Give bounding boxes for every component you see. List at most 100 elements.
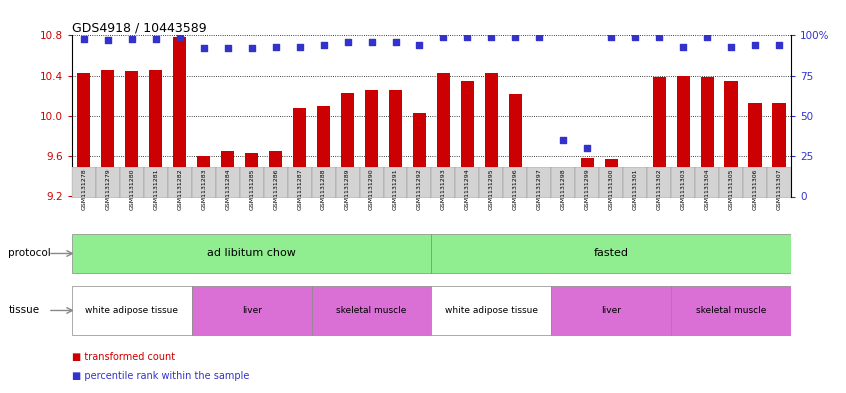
Bar [557, 191, 570, 196]
Bar [629, 176, 642, 196]
Text: white adipose tissue: white adipose tissue [445, 306, 538, 315]
Point [772, 42, 786, 48]
FancyBboxPatch shape [575, 167, 599, 198]
FancyBboxPatch shape [695, 167, 719, 198]
FancyBboxPatch shape [311, 286, 431, 335]
FancyBboxPatch shape [480, 167, 503, 198]
Text: GSM1131286: GSM1131286 [273, 168, 278, 210]
FancyBboxPatch shape [168, 167, 192, 198]
FancyBboxPatch shape [743, 167, 767, 198]
Bar [125, 71, 139, 196]
Bar [341, 93, 354, 196]
Text: GSM1131288: GSM1131288 [321, 168, 326, 210]
Point [580, 145, 594, 151]
FancyBboxPatch shape [719, 167, 743, 198]
Text: GSM1131285: GSM1131285 [250, 168, 254, 210]
Point [269, 44, 283, 50]
Text: GSM1131302: GSM1131302 [656, 168, 662, 210]
Bar [461, 81, 474, 196]
Bar [772, 103, 786, 196]
Bar [269, 151, 283, 196]
Bar [508, 94, 522, 196]
Point [629, 34, 642, 40]
Text: GSM1131297: GSM1131297 [537, 168, 541, 210]
FancyBboxPatch shape [216, 167, 239, 198]
Text: GSM1131294: GSM1131294 [465, 168, 470, 210]
Text: GSM1131301: GSM1131301 [633, 168, 638, 210]
Text: protocol: protocol [8, 248, 52, 259]
Point [388, 39, 403, 45]
Point [749, 42, 762, 48]
Text: ■ transformed count: ■ transformed count [72, 352, 175, 362]
FancyBboxPatch shape [552, 167, 575, 198]
Bar [102, 70, 114, 196]
Text: GDS4918 / 10443589: GDS4918 / 10443589 [72, 21, 206, 34]
Text: GSM1131280: GSM1131280 [129, 168, 135, 210]
Point [245, 45, 259, 51]
Point [365, 39, 378, 45]
FancyBboxPatch shape [288, 167, 311, 198]
FancyBboxPatch shape [72, 167, 96, 198]
Point [125, 35, 139, 42]
Point [197, 45, 211, 51]
Point [700, 34, 714, 40]
Bar [389, 90, 402, 196]
Point [437, 34, 450, 40]
FancyBboxPatch shape [120, 167, 144, 198]
Bar [749, 103, 761, 196]
Point [460, 34, 474, 40]
FancyBboxPatch shape [431, 286, 552, 335]
FancyBboxPatch shape [552, 286, 671, 335]
Point [173, 34, 186, 40]
FancyBboxPatch shape [431, 167, 455, 198]
Bar [700, 77, 714, 196]
Text: skeletal muscle: skeletal muscle [696, 306, 766, 315]
Text: ad libitum chow: ad libitum chow [207, 248, 296, 259]
Bar [245, 153, 258, 196]
Text: GSM1131298: GSM1131298 [561, 168, 566, 210]
Text: GSM1131307: GSM1131307 [777, 168, 782, 210]
Text: GSM1131292: GSM1131292 [417, 168, 422, 210]
Text: GSM1131299: GSM1131299 [585, 168, 590, 210]
FancyBboxPatch shape [144, 167, 168, 198]
FancyBboxPatch shape [360, 167, 383, 198]
Point [652, 34, 666, 40]
Point [293, 44, 306, 50]
Text: GSM1131305: GSM1131305 [728, 168, 733, 210]
Text: liver: liver [602, 306, 621, 315]
FancyBboxPatch shape [192, 286, 311, 335]
Bar [77, 73, 91, 196]
FancyBboxPatch shape [72, 234, 431, 273]
Point [77, 35, 91, 42]
Point [508, 34, 522, 40]
Text: liver: liver [242, 306, 261, 315]
FancyBboxPatch shape [408, 167, 431, 198]
FancyBboxPatch shape [336, 167, 360, 198]
FancyBboxPatch shape [767, 167, 791, 198]
Text: GSM1131287: GSM1131287 [297, 168, 302, 210]
FancyBboxPatch shape [503, 167, 527, 198]
Bar [437, 73, 450, 196]
Bar [197, 156, 211, 196]
FancyBboxPatch shape [192, 167, 216, 198]
Point [413, 42, 426, 48]
FancyBboxPatch shape [72, 286, 192, 335]
Text: GSM1131289: GSM1131289 [345, 168, 350, 210]
FancyBboxPatch shape [455, 167, 480, 198]
Bar [580, 158, 594, 196]
Text: GSM1131295: GSM1131295 [489, 168, 494, 210]
Bar [293, 108, 306, 196]
Text: GSM1131278: GSM1131278 [81, 168, 86, 210]
Point [316, 42, 330, 48]
Text: GSM1131284: GSM1131284 [225, 168, 230, 210]
Text: GSM1131296: GSM1131296 [513, 168, 518, 210]
Text: GSM1131300: GSM1131300 [609, 168, 613, 210]
Text: GSM1131283: GSM1131283 [201, 168, 206, 210]
Point [101, 37, 114, 43]
Text: ■ percentile rank within the sample: ■ percentile rank within the sample [72, 371, 250, 381]
Point [557, 137, 570, 143]
Point [677, 44, 690, 50]
FancyBboxPatch shape [96, 167, 120, 198]
Bar [533, 184, 546, 196]
Text: GSM1131282: GSM1131282 [178, 168, 182, 210]
